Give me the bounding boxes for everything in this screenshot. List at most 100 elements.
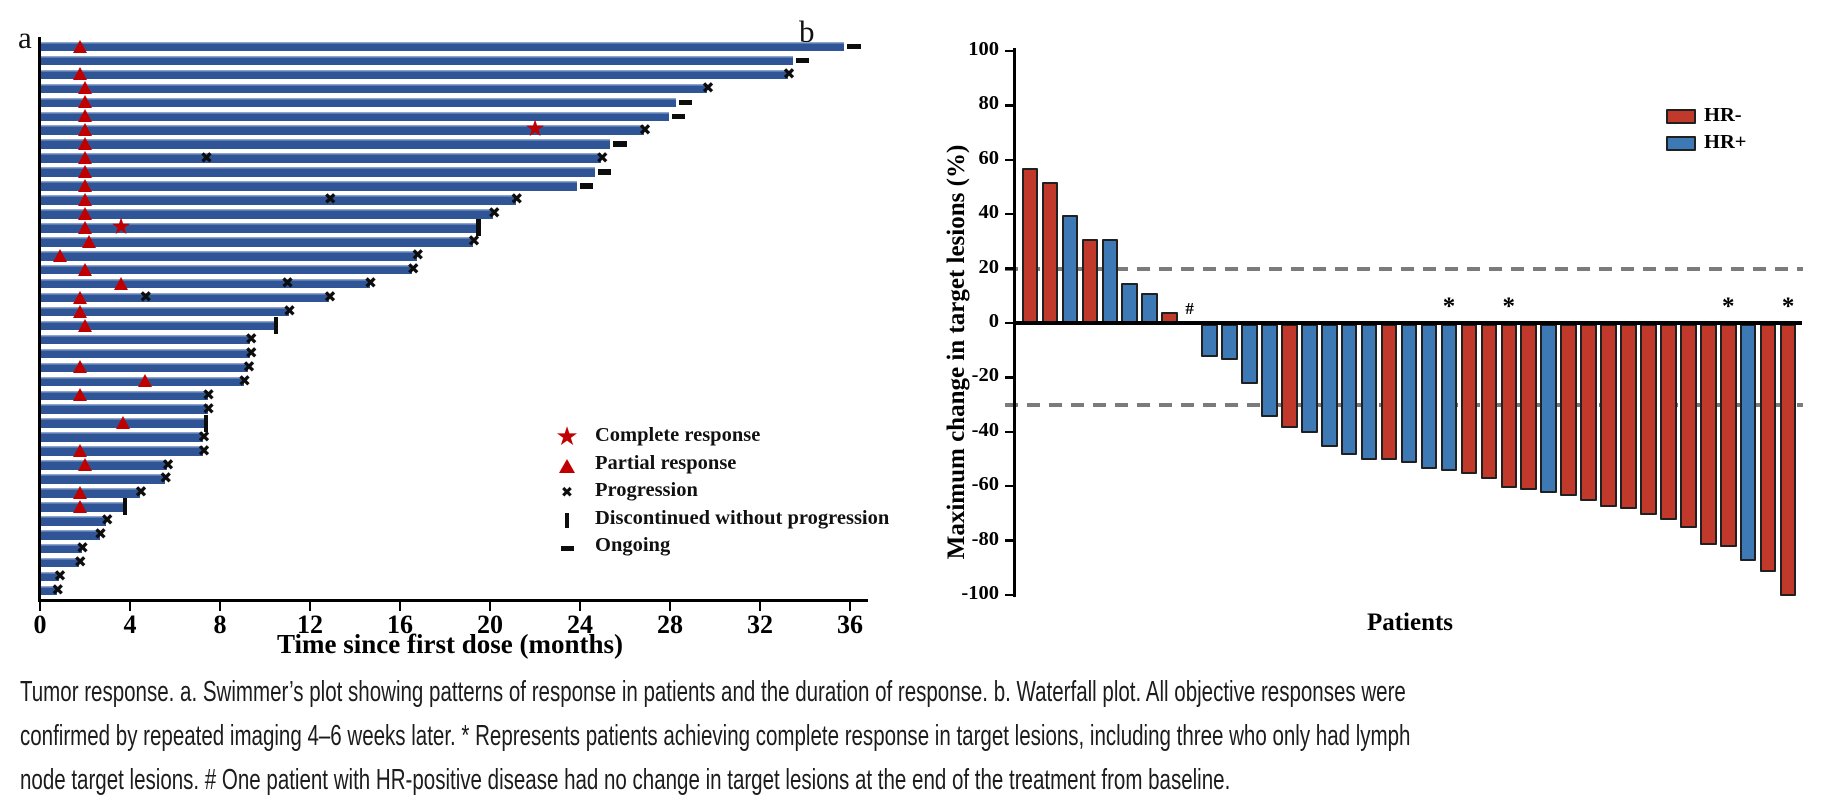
swimmer-bar xyxy=(41,488,140,498)
swimmer-bar xyxy=(41,223,478,233)
swimmer-bar xyxy=(41,404,208,414)
axis-tick-label: 12 xyxy=(297,610,323,639)
progression-icon: ✖ xyxy=(161,455,175,474)
swimmer-bar xyxy=(41,348,251,359)
swimmer-bar xyxy=(41,69,788,80)
waterfall-bar xyxy=(1261,324,1278,417)
progression-icon: ✖ xyxy=(487,204,501,223)
axis-tick xyxy=(1004,539,1014,542)
waterfall-bar xyxy=(1061,214,1079,323)
swimmer-bar xyxy=(41,139,611,149)
legend-swatch xyxy=(1666,108,1696,124)
caption-line: node target lesions. # One patient with … xyxy=(20,764,1231,796)
zero-line xyxy=(1013,321,1803,325)
panel-b-label: b xyxy=(799,14,815,49)
partial-response-icon xyxy=(73,360,87,374)
axis-tick xyxy=(1004,321,1014,325)
y-axis-title-panel-b: Maximum change in target lesions (%) xyxy=(943,144,970,560)
swimmer-bar xyxy=(41,41,845,52)
waterfall-bar xyxy=(1739,324,1757,562)
partial-response-icon xyxy=(73,485,87,499)
discontinued-icon xyxy=(203,414,209,432)
progression-icon: ✖ xyxy=(323,288,337,307)
axis-tick-label: 80 xyxy=(978,92,1000,115)
partial-response-icon xyxy=(77,458,92,471)
asterisk-marker: * xyxy=(1722,293,1735,320)
waterfall-bar xyxy=(1700,324,1717,545)
progression-icon: ✖ xyxy=(283,302,296,321)
axis-tick xyxy=(488,601,492,611)
partial-response-icon xyxy=(82,234,96,248)
waterfall-bar xyxy=(1480,324,1498,480)
waterfall-bar xyxy=(1640,324,1657,515)
progression-icon: ✖ xyxy=(244,329,258,348)
partial-response-icon xyxy=(77,220,92,234)
partial-response-icon xyxy=(73,290,87,304)
progression-icon: ✖ xyxy=(595,148,609,167)
axis-tick-label: 0 xyxy=(33,610,47,639)
partial-response-icon xyxy=(77,206,92,220)
progression-icon: ✖ xyxy=(197,441,211,460)
swimmer-bar xyxy=(41,306,289,317)
partial-response-icon xyxy=(77,192,92,206)
y-axis xyxy=(38,37,41,601)
swimmer-bar xyxy=(41,460,167,470)
swimmer-bar xyxy=(41,83,707,94)
partial-response-icon xyxy=(73,444,87,458)
axis-tick xyxy=(398,601,402,611)
waterfall-bar xyxy=(1580,324,1597,502)
axis-tick-label: 24 xyxy=(567,610,593,639)
progression-icon: ✖ xyxy=(364,274,377,293)
axis-tick xyxy=(668,601,672,611)
waterfall-bar xyxy=(1281,324,1298,428)
axis-tick-label: 100 xyxy=(968,38,999,60)
swimmer-bar xyxy=(41,237,473,247)
progression-icon: ✖ xyxy=(100,511,114,530)
reference-line xyxy=(1005,266,1803,271)
partial-response-icon xyxy=(77,109,92,123)
axis-tick-label: 28 xyxy=(657,610,683,639)
axis-tick-label: 4 xyxy=(123,610,137,639)
swimmer-bar xyxy=(41,167,595,177)
progression-icon: ✖ xyxy=(638,120,652,139)
legend-label: Complete response xyxy=(595,424,761,446)
panel-a-label: a xyxy=(18,20,32,55)
waterfall-bar xyxy=(1440,324,1458,472)
waterfall-bar xyxy=(1540,324,1557,494)
partial-response-icon xyxy=(77,318,92,332)
progression-icon: ✖ xyxy=(139,288,153,307)
axis-tick-label: -60 xyxy=(971,473,999,496)
waterfall-bar xyxy=(1600,324,1617,507)
hash-marker: # xyxy=(1185,299,1194,318)
dash-icon xyxy=(560,545,574,552)
ongoing-icon xyxy=(613,141,627,147)
waterfall-bar xyxy=(1520,324,1538,491)
swimmer-bar xyxy=(41,334,251,345)
axis-tick xyxy=(1004,104,1014,107)
partial-response-icon xyxy=(138,374,153,388)
waterfall-bar xyxy=(1041,181,1059,323)
progression-icon: ✖ xyxy=(202,385,215,404)
progression-icon: ✖ xyxy=(701,78,715,97)
waterfall-bar xyxy=(1620,324,1637,510)
waterfall-bar xyxy=(1301,324,1318,434)
partial-response-icon xyxy=(113,276,128,290)
swimmer-bar xyxy=(41,557,80,568)
swimmer-bar xyxy=(41,111,669,121)
waterfall-bar xyxy=(1420,324,1438,469)
axis-tick xyxy=(38,601,42,611)
waterfall-bar xyxy=(1141,293,1158,323)
swimmer-bar xyxy=(41,251,417,261)
axis-tick-label: 16 xyxy=(387,610,413,639)
progression-icon: ✖ xyxy=(51,581,65,600)
waterfall-bar xyxy=(1340,324,1358,455)
vbar-icon xyxy=(564,513,570,529)
ongoing-icon xyxy=(597,169,611,175)
progression-icon: ✖ xyxy=(159,469,173,488)
swimmer-bar xyxy=(41,292,329,303)
swimmer-bar xyxy=(41,320,275,331)
partial-response-icon xyxy=(77,151,92,165)
swimmer-bar xyxy=(41,181,577,191)
legend-swatch xyxy=(1666,136,1696,151)
axis-tick-label: 0 xyxy=(988,310,999,332)
